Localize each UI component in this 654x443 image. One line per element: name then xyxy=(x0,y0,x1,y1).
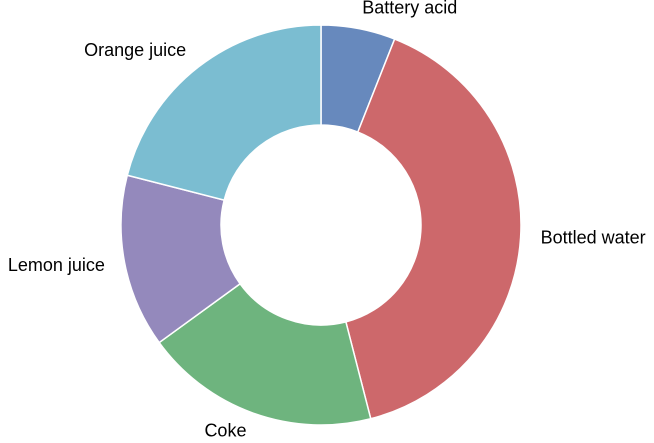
slice-orange-juice xyxy=(126,24,322,202)
label-lemon-juice: Lemon juice xyxy=(8,255,105,275)
label-battery-acid: Battery acid xyxy=(362,0,457,18)
slice-group xyxy=(120,24,522,426)
label-group: Battery acid Bottled water Coke Lemon juice… xyxy=(8,0,646,441)
slice-coke xyxy=(158,282,372,426)
slice-bottled-water xyxy=(344,38,522,420)
label-orange-juice: Orange juice xyxy=(84,40,186,60)
label-coke: Coke xyxy=(204,421,246,441)
label-bottled-water: Bottled water xyxy=(541,228,646,248)
